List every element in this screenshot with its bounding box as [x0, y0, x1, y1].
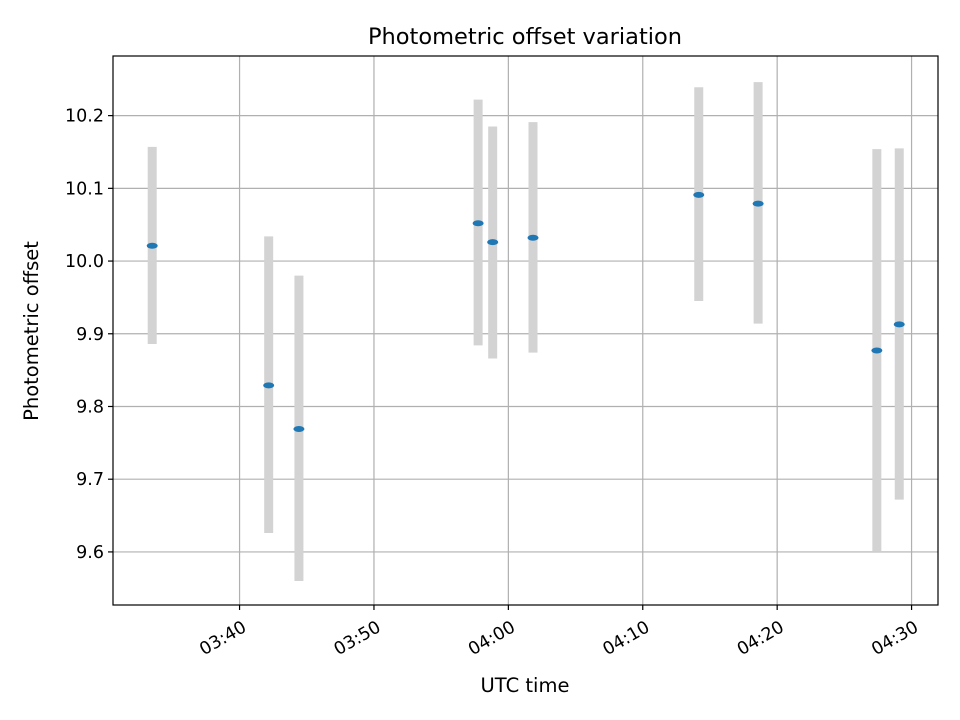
data-point: [146, 242, 158, 249]
data-point: [693, 191, 705, 198]
data-points: [146, 191, 905, 433]
data-point: [263, 382, 275, 389]
y-tick-label: 9.7: [76, 470, 104, 490]
plot-frame: [112, 55, 939, 606]
y-tick-label: 9.9: [76, 325, 104, 345]
y-axis-ticks: 9.6 9.7 9.8 9.9 10.0 10.1 10.2: [65, 107, 113, 563]
data-point: [752, 200, 764, 207]
data-point: [871, 347, 883, 354]
data-point: [893, 321, 905, 328]
y-tick-label: 10.0: [65, 252, 104, 272]
y-axis-label: Photometric offset: [20, 241, 43, 421]
x-axis-label: UTC time: [481, 674, 570, 697]
y-tick-label: 10.2: [65, 107, 104, 127]
y-tick-label: 9.6: [76, 543, 104, 563]
data-point: [527, 234, 539, 241]
grid: [113, 56, 938, 605]
data-point: [293, 426, 305, 433]
data-point: [472, 220, 484, 227]
chart-title: Photometric offset variation: [368, 24, 682, 50]
data-point: [487, 239, 499, 246]
y-tick-label: 9.8: [76, 397, 104, 417]
y-tick-label: 10.1: [65, 179, 104, 199]
